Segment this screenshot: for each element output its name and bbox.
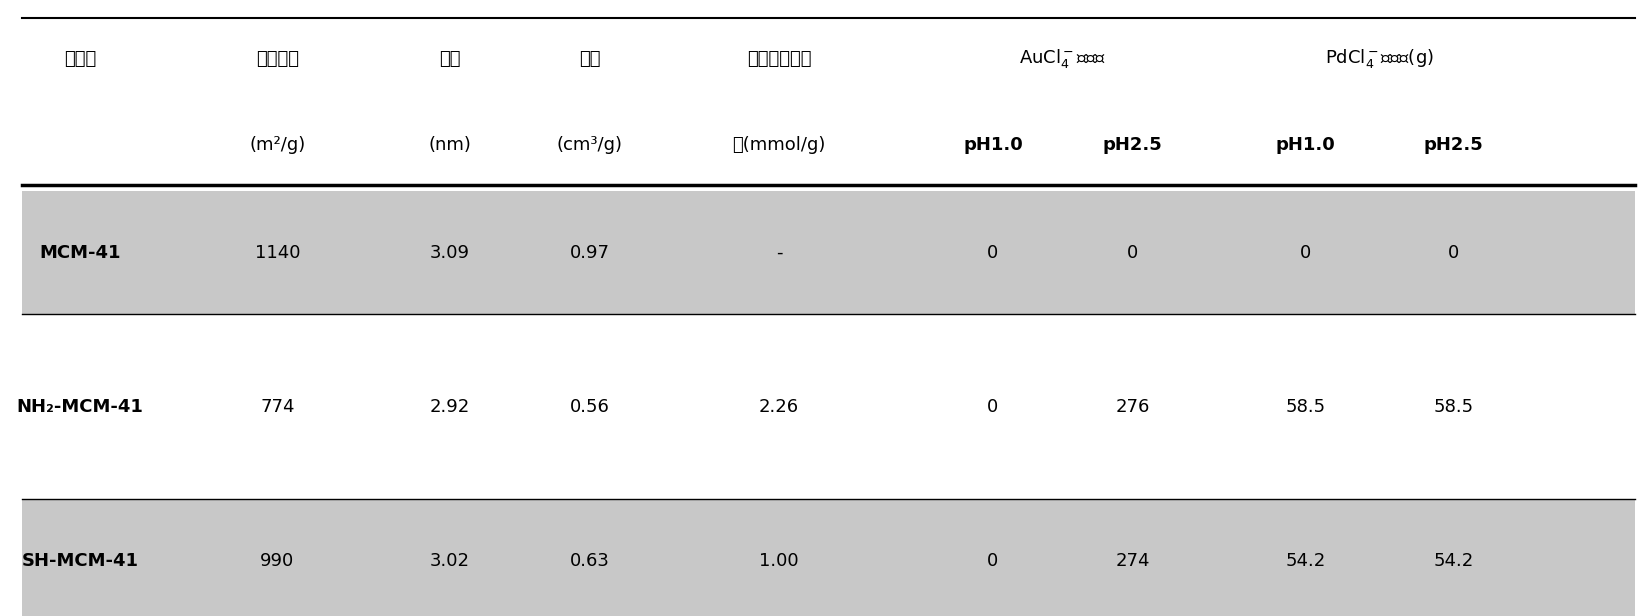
Text: 量(mmol/g): 量(mmol/g) [733, 136, 826, 154]
Text: AuCl$_4^-$吸附量: AuCl$_4^-$吸附量 [1019, 47, 1106, 70]
Text: 0: 0 [1299, 243, 1311, 262]
Text: (m²/g): (m²/g) [249, 136, 305, 154]
Text: 功能基团装载: 功能基团装载 [746, 49, 811, 68]
Text: SH-MCM-41: SH-MCM-41 [21, 551, 139, 570]
Text: 58.5: 58.5 [1286, 397, 1326, 416]
Text: 孔径: 孔径 [439, 49, 461, 68]
Text: 比表面积: 比表面积 [256, 49, 299, 68]
Text: 0: 0 [1448, 243, 1459, 262]
Text: pH2.5: pH2.5 [1423, 136, 1484, 154]
Text: 2.26: 2.26 [759, 397, 799, 416]
Text: 孔容: 孔容 [580, 49, 601, 68]
Text: 1140: 1140 [254, 243, 300, 262]
Text: pH1.0: pH1.0 [1276, 136, 1336, 154]
Text: 58.5: 58.5 [1433, 397, 1474, 416]
Text: (cm³/g): (cm³/g) [556, 136, 622, 154]
Text: 2.92: 2.92 [429, 397, 471, 416]
Text: PdCl$_4^-$吸附量(g): PdCl$_4^-$吸附量(g) [1326, 47, 1435, 70]
Text: NH₂-MCM-41: NH₂-MCM-41 [17, 397, 144, 416]
Text: 0: 0 [987, 243, 999, 262]
Text: 0.56: 0.56 [570, 397, 609, 416]
FancyBboxPatch shape [23, 191, 1634, 314]
Text: 774: 774 [261, 397, 294, 416]
Text: pH2.5: pH2.5 [1103, 136, 1162, 154]
Text: 0: 0 [987, 551, 999, 570]
Text: MCM-41: MCM-41 [40, 243, 121, 262]
Text: 3.02: 3.02 [429, 551, 471, 570]
Text: 276: 276 [1116, 397, 1151, 416]
FancyBboxPatch shape [23, 499, 1634, 616]
Text: 54.2: 54.2 [1286, 551, 1326, 570]
Text: 54.2: 54.2 [1433, 551, 1474, 570]
Text: 0: 0 [1128, 243, 1139, 262]
Text: 990: 990 [261, 551, 294, 570]
Text: 1.00: 1.00 [759, 551, 799, 570]
Text: 分子筛: 分子筛 [64, 49, 96, 68]
Text: -: - [776, 243, 783, 262]
Text: 0.63: 0.63 [570, 551, 609, 570]
Text: 3.09: 3.09 [429, 243, 471, 262]
Text: (nm): (nm) [429, 136, 472, 154]
Text: 274: 274 [1116, 551, 1151, 570]
Text: 0.97: 0.97 [570, 243, 609, 262]
Text: pH1.0: pH1.0 [963, 136, 1024, 154]
Text: 0: 0 [987, 397, 999, 416]
